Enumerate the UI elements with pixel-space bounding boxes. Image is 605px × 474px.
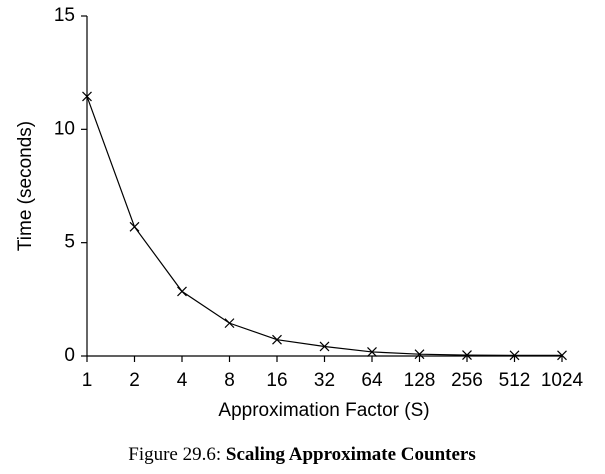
x-tick-label: 2 xyxy=(129,370,140,391)
caption-label: Figure 29.6: xyxy=(128,444,221,465)
marker xyxy=(272,334,282,345)
x-tick-label: 1024 xyxy=(541,370,584,391)
marker xyxy=(557,350,567,361)
caption: Figure 29.6: Scaling Approximate Counter… xyxy=(128,444,475,465)
marker xyxy=(462,350,472,361)
y-tick-label: 10 xyxy=(54,118,75,139)
y-axis-label: Time (seconds) xyxy=(15,121,36,251)
marker xyxy=(319,341,330,352)
x-tick-label: 8 xyxy=(224,370,235,391)
marker xyxy=(367,346,377,357)
marker xyxy=(129,221,140,232)
x-tick-label: 256 xyxy=(451,370,483,391)
x-tick-label: 1 xyxy=(82,370,93,391)
caption-title: Scaling Approximate Counters xyxy=(226,444,476,465)
marker xyxy=(509,350,520,361)
marker xyxy=(414,349,425,360)
x-axis-label: Approximation Factor (S) xyxy=(218,400,429,421)
x-tick-label: 4 xyxy=(177,370,188,391)
y-tick-label: 0 xyxy=(64,345,75,366)
y-tick-label: 15 xyxy=(54,5,75,26)
x-tick-label: 512 xyxy=(499,370,531,391)
x-tick-label: 128 xyxy=(404,370,436,391)
x-tick-label: 64 xyxy=(361,370,383,391)
marker xyxy=(224,318,235,329)
data-line xyxy=(86,96,562,356)
x-tick-label: 16 xyxy=(266,370,287,391)
y-tick-label: 5 xyxy=(64,232,75,253)
marker xyxy=(82,91,92,102)
x-tick-label: 32 xyxy=(314,370,335,391)
marker xyxy=(177,286,187,297)
